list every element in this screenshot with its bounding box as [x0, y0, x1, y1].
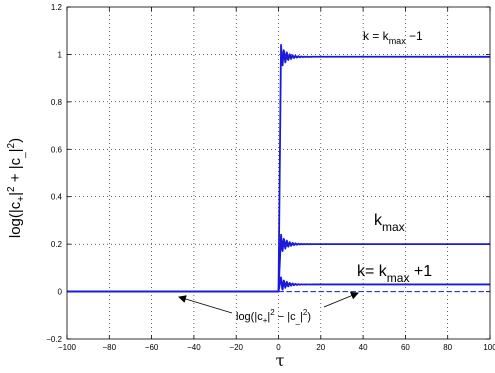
x-tick-label: −20 — [229, 343, 243, 352]
arrow-right — [323, 291, 359, 308]
y-tick-label: 0.2 — [51, 240, 63, 249]
x-axis-label: τ — [276, 351, 285, 370]
series-kmax_minus_1 — [67, 44, 491, 293]
x-tick-label: −60 — [145, 343, 159, 352]
arrow-left — [178, 295, 233, 314]
series-kmax — [67, 233, 491, 293]
annotation-difference: log(|c+|2 − |c_|2) — [236, 308, 311, 325]
y-axis-label: log(|c+|2 + |c_|2) — [6, 138, 27, 238]
y-tick-label: 1 — [58, 50, 63, 59]
y-tick-label: −0.2 — [46, 335, 62, 344]
series-kmax_plus_1 — [67, 276, 491, 293]
x-tick-label: 100 — [483, 343, 495, 352]
annotation-kmax: kmax — [374, 212, 405, 234]
y-tick-label: 0.6 — [51, 145, 63, 154]
y-tick-label: 0.4 — [51, 193, 63, 202]
series-lines — [67, 44, 491, 293]
ticks: −100 −80 −60 −40 −20 0 20 40 60 80 100 −0.2 0 0.2 0.4 0… — [46, 3, 495, 352]
x-tick-label: 20 — [316, 343, 325, 352]
annotation-kmax-plus-1: k= kmax +1 — [357, 263, 432, 285]
y-tick-label: 0 — [58, 288, 63, 297]
annotation-kmax-minus-1: k = kmax −1 — [363, 29, 423, 46]
x-tick-label: 0 — [276, 343, 281, 352]
x-tick-label: −40 — [187, 343, 201, 352]
x-tick-label: −80 — [103, 343, 117, 352]
x-tick-label: 80 — [443, 343, 452, 352]
y-tick-label: 1.2 — [51, 3, 63, 12]
plot-frame — [66, 6, 491, 340]
y-tick-label: 0.8 — [51, 98, 63, 107]
x-tick-label: 40 — [359, 343, 368, 352]
x-tick-label: −100 — [58, 343, 77, 352]
x-tick-label: 60 — [401, 343, 410, 352]
